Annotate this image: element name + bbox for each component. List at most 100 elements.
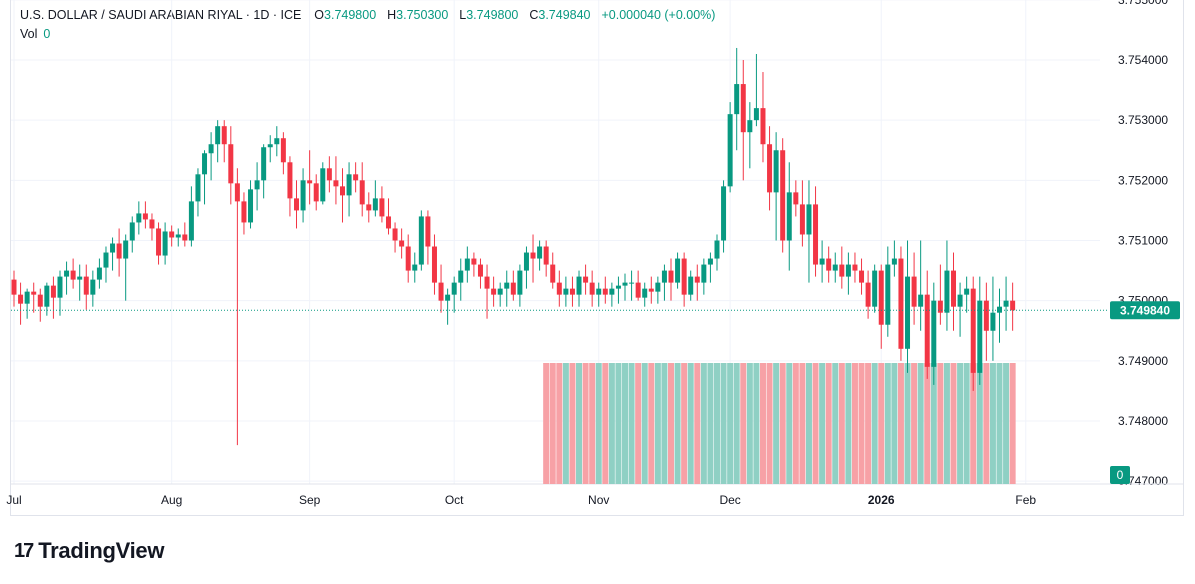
price-chart[interactable]: 3.7470003.7480003.7490003.7500003.751000…	[0, 0, 1195, 520]
volume-bar	[661, 363, 668, 484]
volume-bar	[983, 363, 990, 484]
volume-badge-label: 0	[1117, 468, 1124, 482]
candle-body	[44, 285, 50, 307]
candle-body	[550, 264, 556, 283]
candle-body	[793, 192, 799, 205]
candle-body	[675, 258, 681, 283]
candle-body	[188, 201, 194, 241]
volume-bar	[628, 363, 635, 484]
volume-bar	[838, 363, 845, 484]
volume-bar	[687, 363, 694, 484]
candle-body	[261, 147, 267, 181]
candle-body	[300, 180, 306, 211]
volume-bar	[648, 363, 655, 484]
candle-body	[50, 285, 56, 298]
candle-body	[359, 180, 365, 205]
candle-body	[714, 240, 720, 259]
candle-body	[609, 288, 615, 295]
candle-body	[859, 270, 865, 283]
volume-bar	[707, 363, 714, 484]
volume-bar	[549, 363, 556, 484]
open-label: O	[314, 8, 325, 22]
candle-body	[747, 120, 753, 133]
candle-body	[635, 282, 641, 298]
close-value: 3.749840	[538, 8, 591, 22]
candle-body	[990, 312, 996, 331]
volume-bar	[615, 363, 622, 484]
candle-body	[248, 189, 254, 223]
candle-body	[234, 183, 240, 202]
candle-body	[392, 228, 398, 241]
candle-body	[721, 186, 727, 241]
candle-body	[576, 276, 582, 295]
candle-body	[129, 222, 135, 241]
volume-bar	[845, 363, 852, 484]
candle-body	[136, 213, 142, 223]
y-tick-label: 3.753000	[1118, 113, 1168, 127]
candle-body	[543, 246, 549, 265]
candle-body	[898, 258, 904, 349]
y-tick-label: 3.749000	[1118, 354, 1168, 368]
volume-bar	[740, 363, 747, 484]
candle-body	[491, 288, 497, 295]
candle-body	[931, 300, 937, 367]
volume-bar	[543, 363, 550, 484]
candle-body	[405, 246, 411, 271]
candle-body	[924, 294, 930, 367]
volume-bar	[556, 363, 563, 484]
candle-body	[510, 282, 516, 295]
candle-body	[839, 264, 845, 277]
low-value: 3.749800	[466, 8, 519, 22]
volume-bar	[635, 363, 642, 484]
candle-body	[254, 180, 260, 190]
volume-bar	[582, 363, 589, 484]
candle-body	[379, 198, 385, 217]
candle-body	[845, 264, 851, 277]
candle-body	[64, 270, 70, 277]
volume-bar	[917, 363, 924, 484]
candle-body	[878, 270, 884, 325]
candle-body	[418, 216, 424, 265]
candle-body	[694, 276, 700, 283]
candle-body	[438, 282, 444, 301]
candle-body	[287, 162, 293, 199]
candle-body	[629, 282, 635, 284]
candle-body	[826, 258, 832, 271]
candle-body	[326, 168, 332, 181]
candle-body	[267, 144, 273, 148]
volume-label: Vol	[20, 27, 38, 41]
volume-bar	[924, 363, 931, 484]
candle-body	[891, 258, 897, 265]
candle-body	[103, 252, 109, 268]
candle-body	[615, 285, 621, 289]
y-tick-label: 3.754000	[1118, 53, 1168, 67]
candle-body	[806, 204, 812, 235]
candle-body	[773, 150, 779, 193]
volume-bar	[700, 363, 707, 484]
candle-body	[70, 270, 76, 280]
volume-bar	[674, 363, 681, 484]
volume-bar	[727, 363, 734, 484]
candle-body	[964, 288, 970, 295]
candle-body	[727, 114, 733, 187]
volume-bar	[871, 363, 878, 484]
candle-body	[786, 192, 792, 241]
candle-body	[1003, 300, 1009, 307]
candle-body	[661, 270, 667, 283]
candle-body	[832, 264, 838, 271]
candle-body	[320, 168, 326, 202]
candle-body	[668, 270, 674, 283]
volume-bar	[851, 363, 858, 484]
candle-body	[195, 174, 201, 202]
candle-body	[458, 270, 464, 283]
volume-bar	[805, 363, 812, 484]
candle-body	[911, 276, 917, 307]
volume-bar	[878, 363, 885, 484]
candle-body	[537, 246, 543, 259]
volume-bar	[569, 363, 576, 484]
high-label: H	[387, 8, 397, 22]
candle-body	[156, 228, 162, 256]
tradingview-logo[interactable]: 17 TradingView	[14, 538, 164, 564]
volume-bar	[891, 363, 898, 484]
volume-bar	[622, 363, 629, 484]
